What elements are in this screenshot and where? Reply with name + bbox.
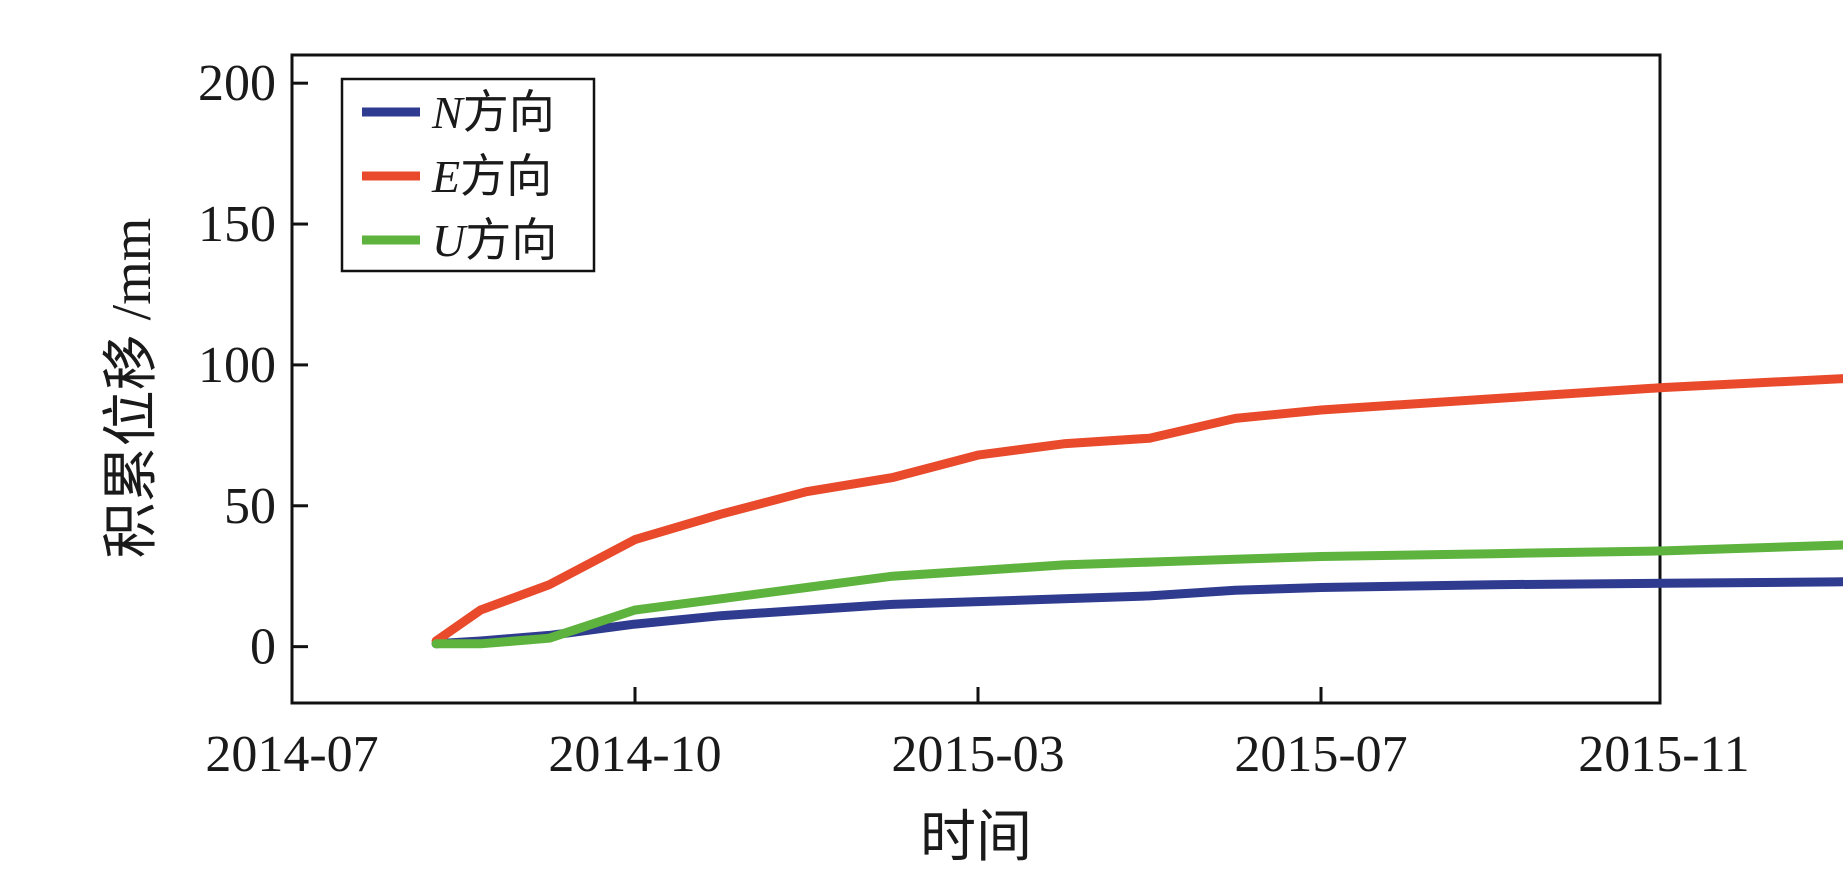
y-tick-label: 0 [250,619,276,676]
x-axis-ticks: 2014-07 2014-10 2015-03 2015-07 2015-11 [205,687,1750,783]
legend-series-suffix: 方向 [463,87,555,138]
series-line-u [431,540,1843,649]
legend-series-name: U [432,215,468,266]
y-axis-label: 积累位移 /mm [101,218,163,559]
y-tick-label: 150 [198,196,276,253]
legend-series-suffix: 方向 [465,215,557,266]
legend-label-n: N方向 [431,87,555,138]
y-tick-label: 200 [198,55,276,112]
series-line-e [431,374,1843,646]
legend-label-u: U方向 [432,215,557,266]
y-tick-label: 100 [198,337,276,394]
x-tick-label: 2014-07 [205,726,378,783]
y-tick-label: 50 [224,478,276,535]
x-axis-label: 时间 [920,807,1032,869]
x-tick-label: 2015-03 [891,726,1064,783]
series-line-n [431,577,1843,649]
legend-label-e: E方向 [431,151,552,202]
y-axis-ticks: 0 50 100 150 200 [198,55,308,676]
x-tick-label: 2015-07 [1234,726,1407,783]
x-tick-label: 2014-10 [548,726,721,783]
plot-frame [290,53,1662,705]
legend-series-name: E [431,151,460,202]
legend-series-name: N [431,87,465,138]
x-tick-label: 2015-11 [1578,726,1749,783]
series-layer [431,374,1843,649]
legend-series-suffix: 方向 [460,151,552,202]
